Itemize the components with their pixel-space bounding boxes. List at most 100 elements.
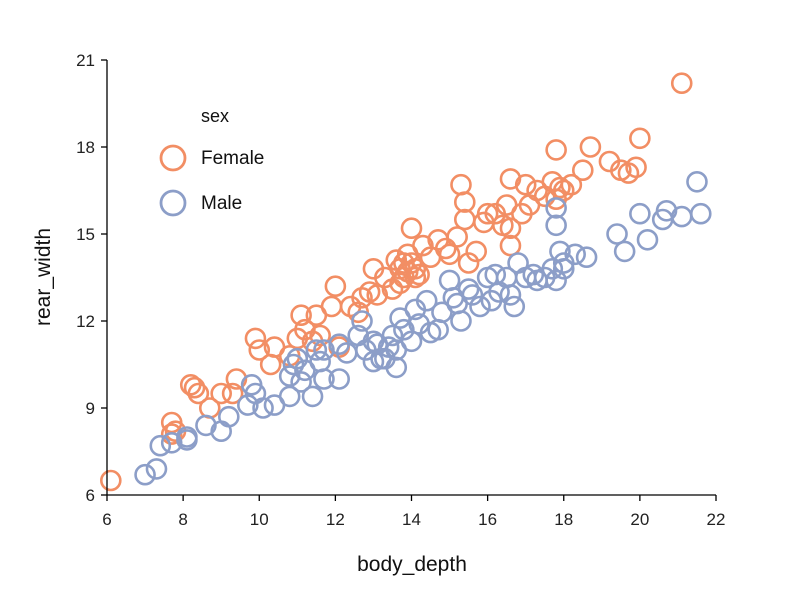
data-point-female [187, 382, 210, 405]
data-point-female [290, 304, 312, 327]
y-tick-label: 6 [86, 486, 95, 505]
x-tick-label: 18 [554, 510, 573, 529]
legend-marker-male [159, 189, 187, 217]
data-point-male [134, 463, 156, 486]
data-point-male [145, 458, 168, 480]
data-point-male [438, 269, 461, 292]
data-point-female [465, 240, 488, 263]
data-point-female [320, 295, 343, 318]
data-point-male [176, 426, 198, 448]
y-axis-label: rear_width [32, 228, 55, 326]
x-axis-label: body_depth [357, 553, 467, 576]
data-point-female [629, 127, 651, 150]
data-point-male [415, 289, 438, 312]
data-point-female [389, 272, 411, 295]
data-point-male [461, 284, 484, 306]
x-ticks: 6 8 10 12 14 16 18 20 22 [102, 495, 725, 529]
data-point-male [309, 350, 331, 373]
data-point-male [252, 397, 274, 419]
data-point-male [545, 214, 567, 237]
data-point-female [545, 139, 567, 161]
data-point-female [670, 72, 693, 94]
data-point-male [545, 269, 567, 292]
data-point-male [541, 257, 564, 280]
x-tick-label: 6 [102, 510, 111, 529]
x-tick-label: 10 [250, 510, 269, 529]
data-point-male [362, 330, 385, 353]
data-point-male [503, 295, 526, 318]
data-point-male [613, 240, 636, 263]
data-point-male [636, 229, 659, 251]
data-point-male [655, 200, 678, 222]
data-point-female [400, 217, 423, 239]
x-tick-label: 22 [707, 510, 726, 529]
data-point-female [225, 368, 248, 390]
series-male [134, 171, 712, 486]
data-point-male [290, 371, 312, 393]
data-point-female [244, 327, 267, 350]
y-tick-label: 18 [76, 138, 95, 157]
data-point-female [408, 263, 430, 286]
data-point-female [404, 266, 427, 289]
data-point-male [469, 295, 491, 318]
data-point-male [278, 365, 301, 387]
data-point-female [100, 469, 122, 492]
data-point-male [499, 284, 522, 306]
data-point-male [195, 414, 217, 437]
data-point-female [294, 318, 316, 341]
data-point-female [434, 237, 457, 260]
legend: sex Female Male [159, 106, 264, 217]
data-point-female [625, 156, 647, 179]
y-tick-label: 9 [86, 399, 95, 418]
data-point-male [522, 263, 545, 286]
data-point-male [385, 356, 408, 379]
data-point-female [248, 339, 271, 361]
data-point-male [393, 318, 415, 341]
x-tick-label: 8 [178, 510, 187, 529]
legend-marker-female [159, 144, 187, 172]
data-point-female [324, 275, 347, 298]
data-point-male [313, 339, 335, 361]
legend-title: sex [201, 106, 229, 126]
data-point-female [549, 176, 571, 199]
data-point-male [606, 223, 628, 245]
data-point-female [453, 191, 476, 213]
data-point-male [545, 197, 567, 219]
data-point-female [476, 202, 499, 225]
data-point-female [499, 168, 522, 190]
data-point-male [381, 324, 404, 347]
data-point-female [259, 353, 282, 376]
data-point-male [575, 246, 598, 269]
x-axis: 6 8 10 12 14 16 18 20 22 [102, 494, 725, 529]
x-tick-label: 12 [326, 510, 345, 529]
data-point-female [514, 173, 537, 196]
data-point-male [301, 385, 324, 408]
data-point-female [579, 136, 602, 158]
data-point-male [305, 339, 328, 361]
data-point-male [218, 405, 240, 428]
data-point-female [499, 234, 522, 257]
data-point-female [183, 376, 206, 399]
points-layer [100, 72, 712, 492]
data-point-male [286, 347, 309, 370]
data-point-male [282, 353, 305, 376]
legend-label-female: Female [201, 148, 264, 169]
data-point-female [560, 173, 583, 196]
data-point-male [450, 310, 472, 332]
data-point-male [564, 243, 586, 266]
x-tick-label: 20 [630, 510, 649, 529]
series-female [100, 72, 693, 492]
data-point-female [438, 243, 461, 266]
data-point-female [160, 423, 183, 445]
x-tick-label: 14 [402, 510, 421, 529]
y-axis: 6 9 12 15 18 21 [76, 51, 108, 505]
data-point-female [404, 257, 427, 280]
data-point-male [552, 257, 575, 280]
data-point-male [313, 368, 335, 390]
data-point-female [221, 382, 244, 405]
y-tick-label: 15 [76, 225, 95, 244]
data-point-male [237, 394, 259, 416]
data-point-female [450, 173, 472, 196]
data-point-male [149, 434, 172, 457]
